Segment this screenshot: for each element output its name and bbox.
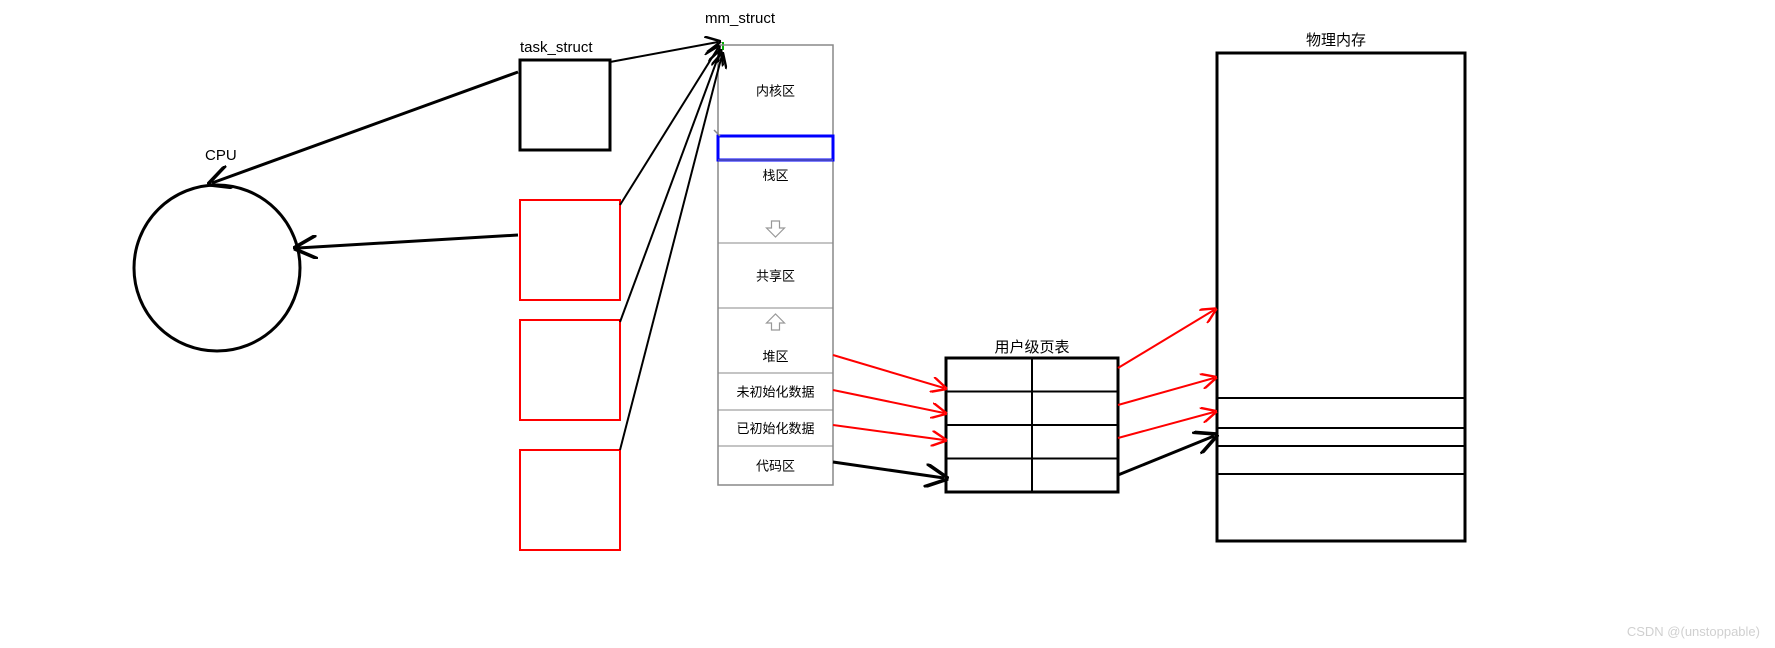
arrow	[1118, 436, 1214, 475]
mm-segment-label: 堆区	[762, 349, 788, 364]
task-struct-box	[520, 200, 620, 300]
arrow	[833, 462, 944, 478]
page-table-label: 用户级页表	[994, 339, 1069, 356]
task-struct-box	[520, 60, 610, 150]
mm-segment-label: 未初始化数据	[736, 385, 814, 400]
task-struct-box	[520, 450, 620, 550]
task-struct-label: task_struct	[520, 39, 593, 56]
arrow	[833, 425, 944, 440]
arrow	[1118, 412, 1214, 438]
physical-memory-box	[1217, 53, 1465, 541]
task-struct-box	[520, 320, 620, 420]
mm-segment-label: 栈区	[762, 168, 788, 183]
arrow	[1118, 310, 1214, 368]
cpu-circle	[134, 185, 300, 351]
memory-diagram: CPU task_struct mm_struct 内核区栈区共享区堆区未初始化数据已…	[0, 0, 1775, 648]
arrow	[833, 355, 944, 388]
mm-struct-outline	[718, 45, 833, 485]
stack-grow-down-icon	[767, 221, 785, 237]
mm-blue-highlight	[718, 136, 833, 160]
arrow	[620, 52, 720, 322]
heap-grow-up-icon	[767, 314, 785, 330]
arrow	[1118, 378, 1214, 405]
arrow	[833, 390, 944, 413]
mm-struct-label: mm_struct	[705, 10, 776, 27]
arrow	[298, 235, 518, 248]
mm-segment-label: 内核区	[756, 84, 795, 99]
physical-memory-label: 物理内存	[1306, 32, 1366, 49]
mm-segment-label: 共享区	[756, 269, 795, 284]
watermark: CSDN @(unstoppable)	[1627, 624, 1760, 639]
mm-segment-label: 代码区	[756, 459, 795, 474]
arrow	[212, 72, 518, 183]
arrow	[620, 55, 722, 450]
arrow	[610, 42, 718, 62]
mm-segment-label: 已初始化数据	[736, 421, 814, 436]
cpu-label: CPU	[205, 147, 237, 164]
